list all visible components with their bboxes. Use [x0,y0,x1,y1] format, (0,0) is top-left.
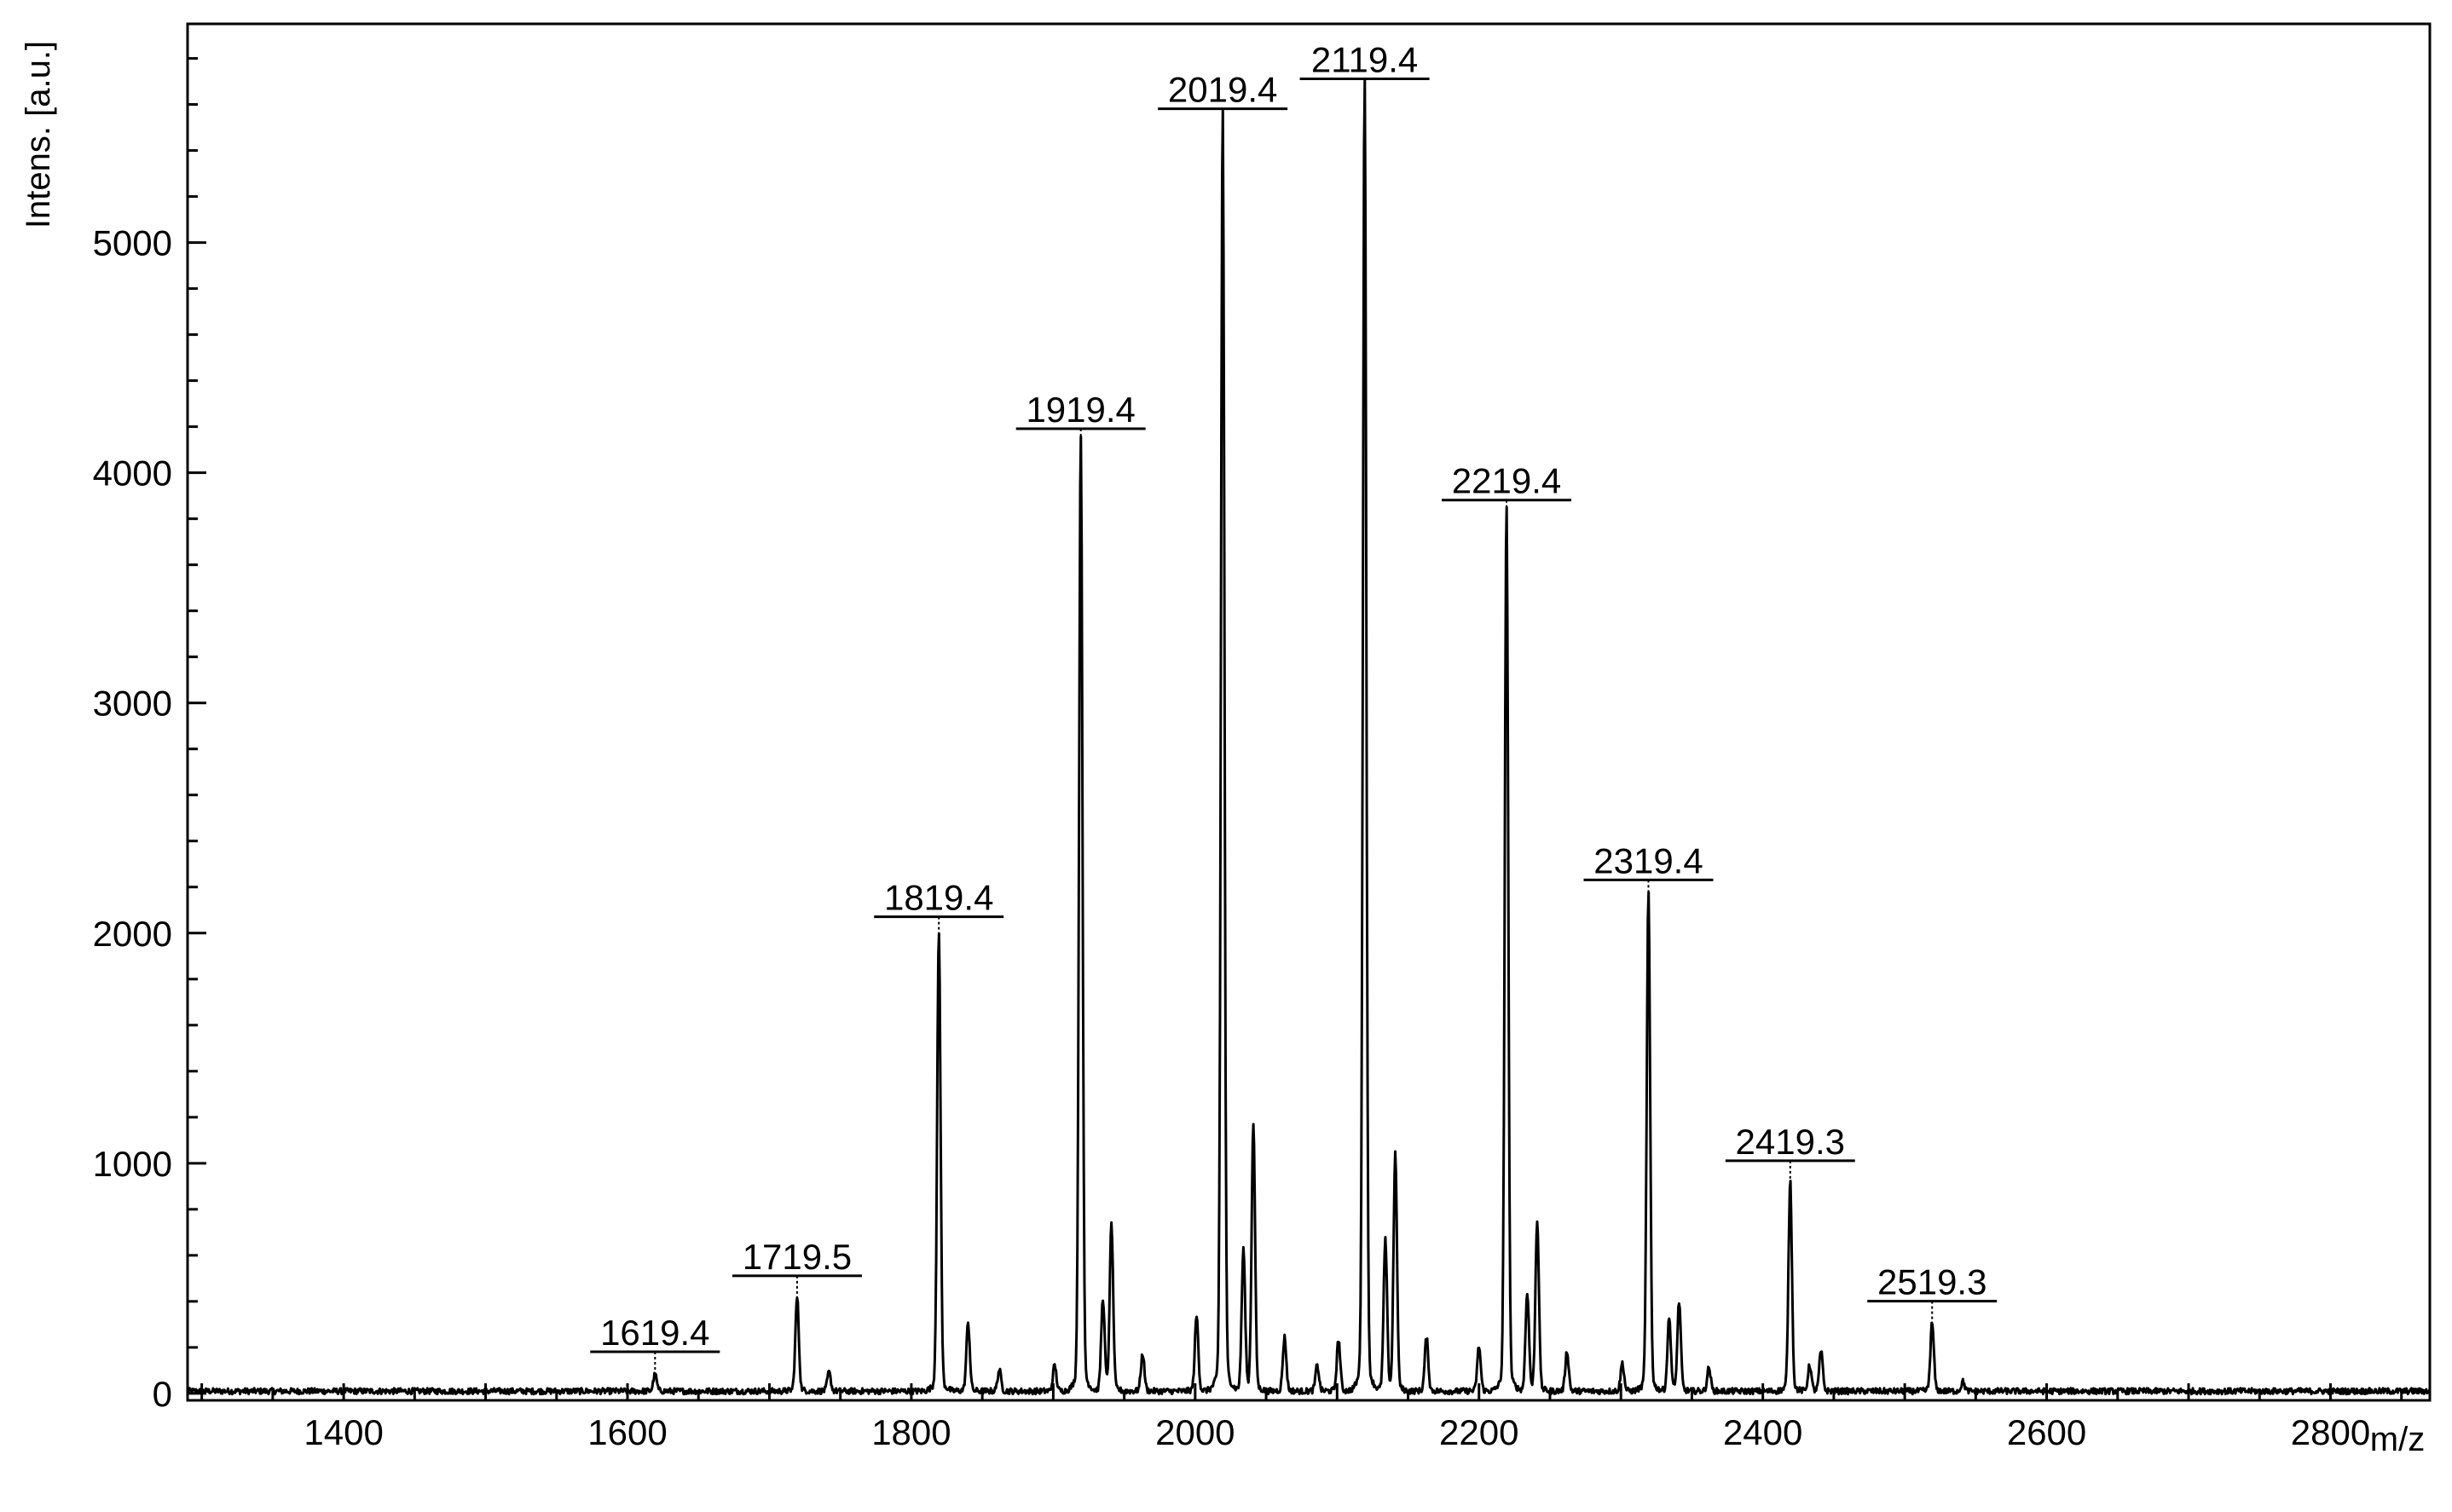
peak-annotation: 1719.5 [732,1237,862,1298]
y-axis: 0 1000 2000 3000 4000 5000 [93,57,206,1414]
peak-annotation: 2119.4 [1299,40,1430,101]
peak-label: 2419.3 [1736,1122,1845,1162]
peak-label: 1819.4 [884,878,993,918]
plot-frame [186,22,2432,1402]
peak-label: 1619.4 [600,1313,709,1353]
peak-label: 2119.4 [1311,40,1418,80]
spectrum-line [186,78,2432,1396]
peak-label: 1919.4 [1026,390,1135,430]
peak-annotation: 1819.4 [874,878,1004,939]
x-tick-label: 2600 [2007,1412,2086,1452]
y-tick-label: 0 [153,1374,172,1414]
x-tick-label: 2400 [1723,1412,1802,1452]
peak-annotation: 1919.4 [1015,390,1146,452]
x-tick-label: 2800 [2291,1412,2370,1452]
peak-annotation: 1619.4 [590,1313,720,1374]
peak-label: 2519.3 [1877,1262,1986,1302]
y-tick-label: 4000 [93,453,172,493]
x-tick-label: 1600 [587,1412,667,1452]
x-axis-label: m/z [2370,1421,2425,1458]
y-axis-label: Intens. [a.u.] [20,41,57,228]
peak-annotation: 2519.3 [1867,1262,1998,1324]
y-tick-label: 3000 [93,684,172,724]
x-tick-label: 1800 [871,1412,951,1452]
x-tick-label: 2200 [1439,1412,1518,1452]
y-tick-label: 2000 [93,914,172,954]
x-tick-label: 2000 [1155,1412,1235,1452]
peak-annotation: 2319.4 [1583,840,1714,903]
peak-label: 1719.5 [743,1237,852,1277]
x-tick-label: 1400 [304,1412,383,1452]
y-tick-label: 5000 [93,223,172,263]
peak-label: 2019.4 [1168,70,1277,110]
y-tick-label: 1000 [93,1144,172,1184]
peak-labels: 1619.4 1719.5 1819.4 1919.4 2019.4 2119.4 2219… [590,40,1998,1374]
x-axis: 1400 1600 1800 2000 2200 2400 2600 2800 [200,1383,2403,1452]
peak-annotation: 2419.3 [1725,1122,1855,1183]
peak-label: 2319.4 [1593,840,1703,880]
peak-annotation: 2019.4 [1158,70,1288,131]
peak-label: 2219.4 [1452,461,1561,501]
peak-annotation: 2219.4 [1442,461,1572,522]
